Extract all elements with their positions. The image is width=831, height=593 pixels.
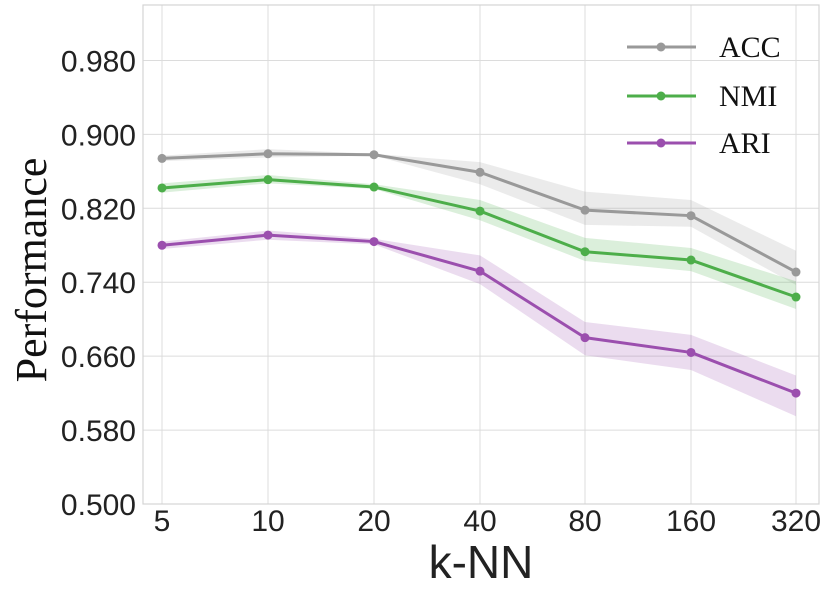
point-acc [157, 153, 167, 163]
point-ari [263, 230, 273, 240]
x-tick-label: 80 [568, 505, 601, 538]
series-lines [157, 149, 801, 398]
point-acc [475, 167, 485, 177]
point-nmi [791, 292, 801, 302]
x-tick-label: 20 [357, 505, 390, 538]
point-acc [791, 267, 801, 277]
y-tick-label: 0.580 [61, 415, 136, 448]
y-tick-label: 0.900 [61, 119, 136, 152]
legend-marker-ari [656, 138, 666, 148]
point-nmi [686, 255, 696, 265]
y-tick-label: 0.980 [61, 45, 136, 78]
point-ari [686, 347, 696, 357]
point-acc [686, 211, 696, 221]
point-ari [791, 388, 801, 398]
x-tick-label: 320 [771, 505, 821, 538]
plot-frame [142, 4, 820, 505]
legend-label-ari: ARI [719, 127, 771, 160]
legend-marker-acc [656, 42, 666, 52]
legend: ACC NMI ARI [627, 31, 781, 160]
y-tick-labels: 0.500 0.580 0.660 0.740 0.820 0.900 0.980 [61, 45, 136, 522]
point-nmi [369, 182, 379, 192]
point-nmi [263, 175, 273, 185]
point-ari [157, 240, 167, 250]
x-tick-label: 5 [154, 505, 171, 538]
y-tick-label: 0.820 [61, 193, 136, 226]
y-tick-label: 0.660 [61, 341, 136, 374]
point-ari [369, 237, 379, 247]
point-nmi [157, 183, 167, 193]
point-ari [475, 266, 485, 276]
legend-label-acc: ACC [719, 31, 781, 64]
y-tick-label: 0.500 [61, 489, 136, 522]
point-acc [263, 149, 273, 159]
x-tick-label: 160 [666, 505, 716, 538]
y-tick-label: 0.740 [61, 267, 136, 300]
band-nmi [162, 175, 796, 310]
grid-lines [143, 5, 819, 505]
x-tick-label: 40 [463, 505, 496, 538]
x-tick-labels: 5 10 20 40 80 160 320 [154, 505, 821, 538]
point-nmi [580, 247, 590, 257]
legend-marker-nmi [656, 91, 666, 101]
point-acc [580, 205, 590, 215]
point-acc [369, 150, 379, 160]
point-nmi [475, 206, 485, 216]
x-axis-label: k-NN [429, 536, 534, 588]
x-tick-label: 10 [251, 505, 284, 538]
point-ari [580, 333, 590, 343]
y-axis-label: Performance [7, 158, 56, 383]
legend-label-nmi: NMI [719, 80, 777, 113]
